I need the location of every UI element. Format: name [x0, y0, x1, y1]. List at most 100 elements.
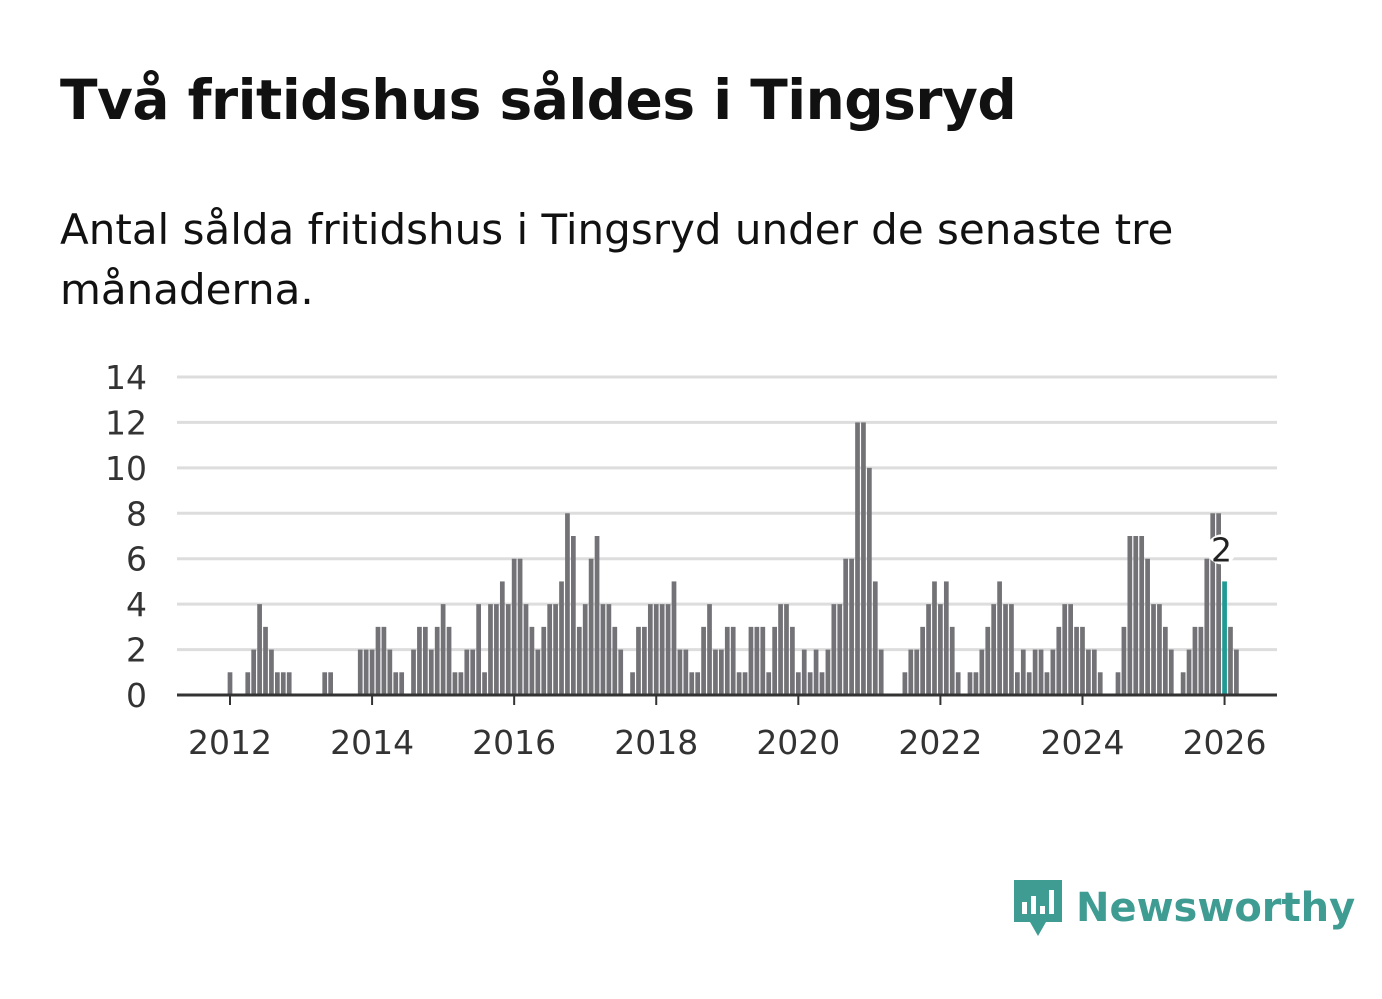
bar	[1062, 604, 1068, 695]
bar	[399, 672, 405, 695]
bar	[559, 581, 564, 695]
bar	[464, 649, 470, 695]
bar	[245, 672, 251, 695]
bar	[1127, 536, 1133, 695]
bar	[766, 672, 772, 695]
bar	[1068, 604, 1073, 695]
bar	[967, 672, 973, 695]
bar	[831, 604, 837, 695]
bar	[1020, 649, 1026, 695]
bar	[1133, 536, 1139, 695]
bar	[1210, 513, 1216, 695]
bar	[458, 672, 464, 695]
bar	[482, 672, 487, 695]
bar	[423, 626, 428, 695]
y-tick-label: 2	[126, 631, 147, 670]
bar	[653, 604, 659, 695]
bar	[417, 626, 422, 695]
bar	[434, 626, 440, 695]
x-tick-label: 2012	[188, 723, 272, 762]
x-tick-label: 2020	[756, 723, 840, 762]
x-tick-label: 2024	[1040, 723, 1124, 762]
bar	[647, 604, 653, 695]
bar	[979, 649, 985, 695]
bar	[275, 672, 280, 695]
bar	[985, 626, 991, 695]
bar	[369, 649, 375, 695]
bar	[760, 626, 766, 695]
bar	[1121, 626, 1127, 695]
bar	[1009, 604, 1014, 695]
highlight-value-label: 2	[1211, 530, 1232, 569]
bar	[778, 604, 783, 695]
bar	[606, 604, 612, 695]
bar	[867, 467, 872, 695]
bar	[642, 626, 647, 695]
chart-subtitle: Antal sålda fritidshus i Tingsryd under …	[60, 205, 1174, 314]
grid-lines	[177, 375, 1277, 652]
bar	[790, 626, 795, 695]
y-tick-label: 10	[105, 449, 147, 488]
bar	[1115, 672, 1121, 695]
bar	[807, 672, 813, 695]
bar	[671, 581, 677, 695]
bar	[1186, 649, 1192, 695]
bar	[612, 626, 618, 695]
bar	[1180, 672, 1186, 695]
bar	[494, 604, 499, 695]
bar	[1216, 513, 1221, 695]
bar	[1003, 604, 1008, 695]
bar	[677, 649, 683, 695]
brand-name: Newsworthy	[1076, 885, 1356, 931]
bar	[1015, 672, 1020, 695]
bars	[227, 422, 1239, 695]
bar	[411, 649, 416, 695]
bar	[772, 626, 777, 695]
bar	[1157, 604, 1162, 695]
bar	[452, 672, 458, 695]
y-tick-label: 12	[105, 403, 147, 442]
x-tick-label: 2014	[330, 723, 414, 762]
bar	[878, 649, 884, 695]
bar	[505, 604, 511, 695]
bar	[470, 649, 476, 695]
bar	[861, 422, 866, 695]
bar	[997, 581, 1002, 695]
y-tick-label: 8	[126, 494, 147, 533]
bar	[1026, 672, 1032, 695]
bar	[938, 604, 943, 695]
bar	[736, 672, 742, 695]
bar	[949, 626, 955, 695]
bar	[754, 626, 760, 695]
bar	[991, 604, 997, 695]
bar	[529, 626, 535, 695]
bar-highlight	[1222, 581, 1227, 695]
bar	[446, 626, 452, 695]
bar	[511, 558, 517, 695]
bar	[908, 649, 914, 695]
bar	[902, 672, 908, 695]
bar	[257, 604, 262, 695]
bar	[541, 626, 547, 695]
bar	[1192, 626, 1198, 695]
newsworthy-logo-icon	[1014, 880, 1062, 936]
bar	[713, 649, 718, 695]
bar	[251, 649, 257, 695]
bar	[742, 672, 748, 695]
bar	[565, 513, 570, 695]
bar	[357, 649, 363, 695]
bar	[1163, 626, 1168, 695]
bar	[488, 604, 493, 695]
bar	[784, 604, 789, 695]
bar	[843, 558, 849, 695]
bar	[932, 581, 937, 695]
bar	[1151, 604, 1156, 695]
bar	[665, 604, 671, 695]
bar	[801, 649, 807, 695]
bar	[1086, 649, 1091, 695]
bar	[926, 604, 931, 695]
bar	[517, 558, 523, 695]
bar	[618, 649, 624, 695]
callout-halo	[1206, 534, 1237, 565]
bar	[576, 626, 582, 695]
